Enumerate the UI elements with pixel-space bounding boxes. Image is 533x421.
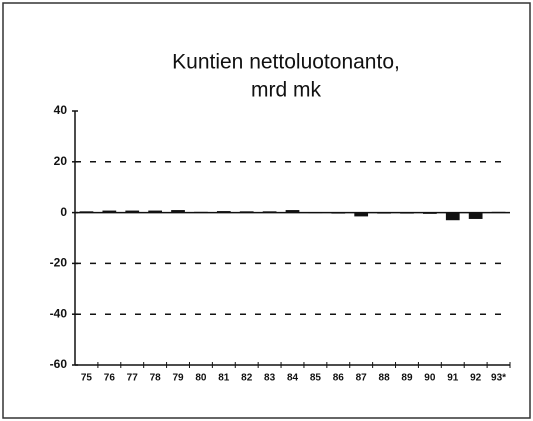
x-tick-label: 80 <box>195 373 207 384</box>
x-tick-label: 90 <box>424 373 436 384</box>
chart-title: Kuntien nettoluotonanto, <box>172 51 400 74</box>
y-tick-label: 20 <box>54 154 68 168</box>
x-tick-label: 78 <box>150 373 162 384</box>
bar <box>239 211 254 213</box>
y-tick-label: 40 <box>54 103 68 117</box>
bar <box>79 211 94 213</box>
x-tick-label: 77 <box>127 373 139 384</box>
bar <box>308 212 323 214</box>
chart-title: mrd mk <box>251 79 321 102</box>
x-tick-label: 83 <box>264 373 276 384</box>
x-tick-label: 82 <box>241 373 253 384</box>
bar <box>262 211 277 213</box>
bar <box>377 212 391 214</box>
x-tick-label: 81 <box>218 373 230 384</box>
bar <box>331 212 346 214</box>
bar <box>468 212 483 219</box>
bar <box>171 210 185 213</box>
bar <box>400 212 414 214</box>
x-tick-label: 91 <box>447 373 459 384</box>
bar <box>216 211 231 213</box>
x-tick-label: 92 <box>470 373 482 384</box>
y-tick-label: 0 <box>60 205 67 219</box>
bar <box>491 211 506 213</box>
x-tick-label: 75 <box>81 373 93 384</box>
bar <box>354 212 369 217</box>
bar <box>102 210 117 213</box>
bar <box>285 210 300 213</box>
x-tick-label: 76 <box>104 373 116 384</box>
x-tick-label: 93* <box>491 373 506 384</box>
x-tick-label: 79 <box>172 373 184 384</box>
x-tick-label: 88 <box>379 373 391 384</box>
bar <box>125 210 140 213</box>
bar <box>148 210 162 213</box>
y-tick-label: -60 <box>50 357 68 371</box>
x-tick-label: 87 <box>356 373 368 384</box>
x-tick-label: 86 <box>333 373 345 384</box>
bar <box>194 211 208 213</box>
x-tick-label: 85 <box>310 373 322 384</box>
bar <box>445 212 460 221</box>
bar <box>423 212 437 214</box>
y-tick-label: -40 <box>50 306 68 320</box>
x-tick-label: 89 <box>401 373 413 384</box>
y-tick-label: -20 <box>50 256 68 270</box>
x-tick-label: 84 <box>287 373 299 384</box>
